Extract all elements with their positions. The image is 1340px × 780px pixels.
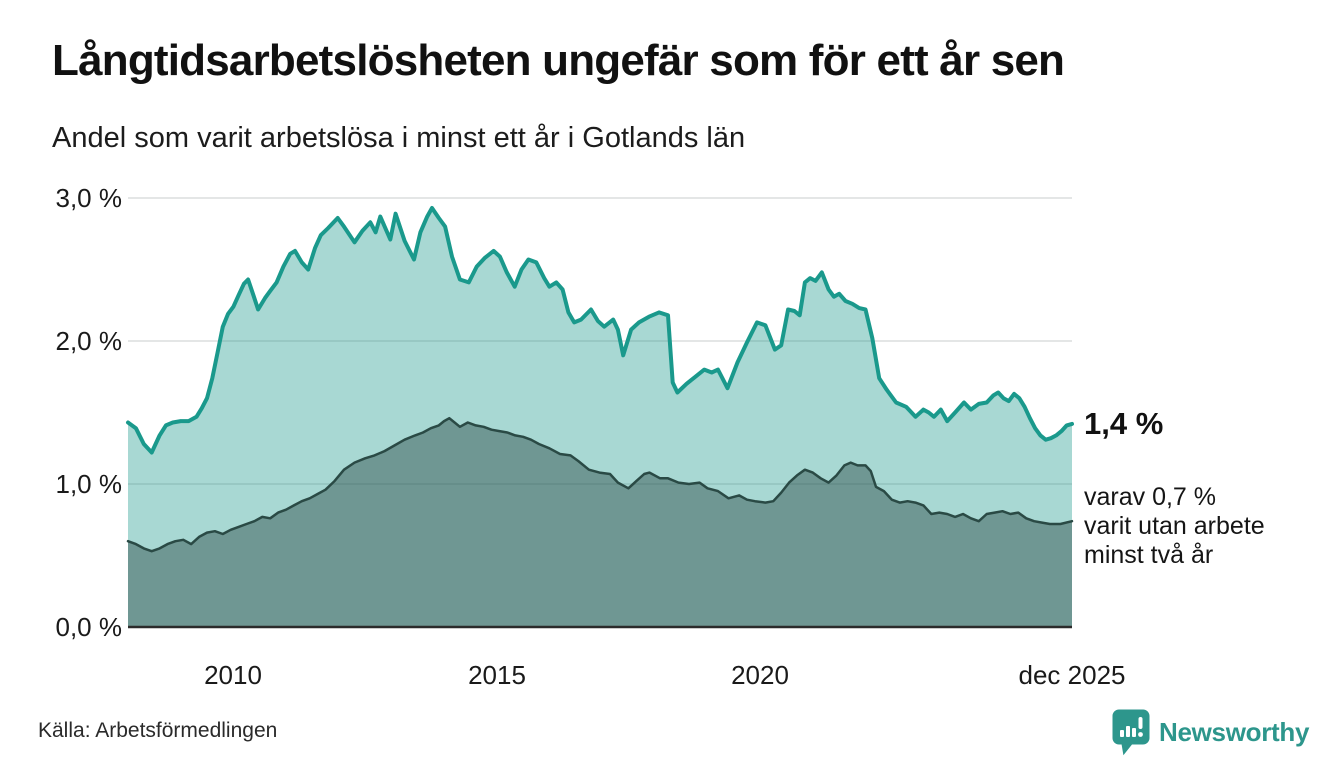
y-tick-label: 2,0 %	[55, 326, 123, 356]
y-tick-label: 0,0 %	[55, 612, 123, 642]
series-secondary-annotation: varav 0,7 % varit utan arbete minst två år	[1084, 483, 1265, 570]
chart-subtitle: Andel som varit arbetslösa i minst ett å…	[52, 122, 746, 154]
annotation-line: varit utan arbete	[1084, 512, 1265, 540]
newsworthy-wordmark: Newsworthy	[1159, 716, 1310, 747]
x-tick-label: 2020	[731, 660, 789, 690]
source-credit: Källa: Arbetsförmedlingen	[38, 719, 278, 742]
y-tick-label: 3,0 %	[55, 183, 123, 213]
annotation-line: varav 0,7 %	[1084, 483, 1217, 511]
newsworthy-logo-icon	[1112, 708, 1150, 756]
series-area-minst-tva-ar	[128, 418, 1072, 627]
series-line-minst-tva-ar	[126, 416, 1074, 553]
page-title: Långtidsarbetslösheten ungefär som för e…	[52, 36, 1065, 85]
series-area-minst-ett-ar	[128, 208, 1072, 627]
x-tick-label: 2010	[204, 660, 262, 690]
newsworthy-logo: Newsworthy	[1112, 708, 1309, 756]
x-tick-label: 2015	[468, 660, 526, 690]
x-tick-label: dec 2025	[1018, 660, 1126, 690]
annotation-line: minst två år	[1084, 541, 1214, 569]
series-line-minst-ett-ar	[126, 206, 1074, 455]
series-end-value-label: 1,4 %	[1084, 406, 1164, 441]
y-tick-label: 1,0 %	[55, 469, 123, 499]
